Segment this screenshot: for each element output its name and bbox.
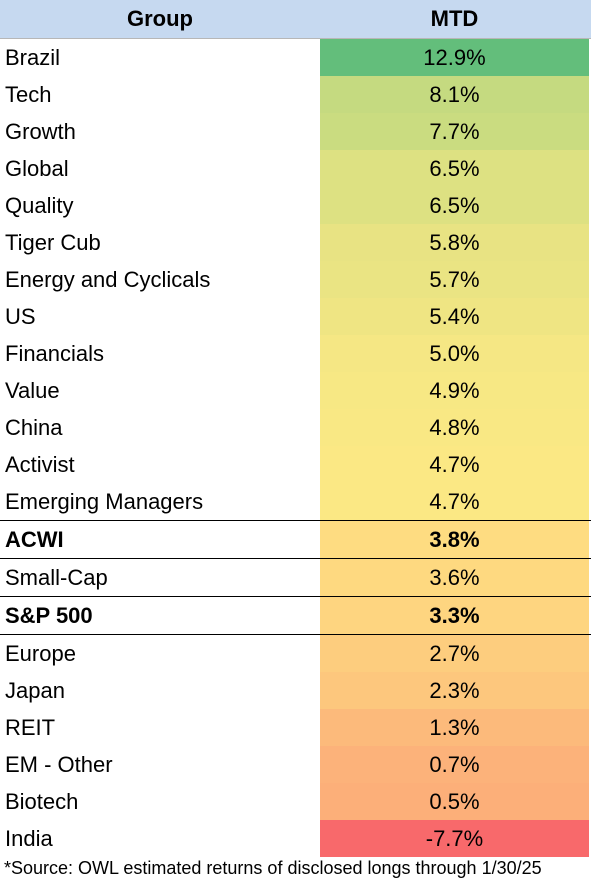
group-cell: Tech <box>5 81 52 107</box>
mtd-cell: 6.5% <box>320 150 589 187</box>
group-cell: Biotech <box>5 788 79 814</box>
group-cell: Quality <box>5 192 74 218</box>
group-cell: Energy and Cyclicals <box>5 266 211 292</box>
mtd-cell: 4.7% <box>320 483 589 520</box>
group-column-header: Group <box>127 6 193 31</box>
mtd-cell: 2.3% <box>320 672 589 709</box>
table-row: Activist 4.7% <box>0 446 591 483</box>
mtd-cell: 5.7% <box>320 261 589 298</box>
mtd-cell: 3.3% <box>320 597 589 634</box>
table-row: ACWI 3.8% <box>0 520 591 559</box>
table-row: Europe 2.7% <box>0 635 591 672</box>
table-row: S&P 500 3.3% <box>0 596 591 635</box>
mtd-cell: 2.7% <box>320 635 589 672</box>
group-cell: Japan <box>5 677 65 703</box>
group-cell: Emerging Managers <box>5 488 204 514</box>
table-row: China 4.8% <box>0 409 591 446</box>
group-cell: Value <box>5 377 60 403</box>
group-cell: China <box>5 414 63 440</box>
mtd-cell: 5.8% <box>320 224 589 261</box>
group-cell: Activist <box>5 451 75 477</box>
group-cell: Financials <box>5 340 105 366</box>
table-row: Growth 7.7% <box>0 113 591 150</box>
group-cell: Global <box>5 155 69 181</box>
table-row: Value 4.9% <box>0 372 591 409</box>
table-row: Biotech 0.5% <box>0 783 591 820</box>
group-cell: Small-Cap <box>5 564 108 590</box>
group-cell: Brazil <box>5 44 61 70</box>
table-row: Tiger Cub 5.8% <box>0 224 591 261</box>
group-cell: India <box>5 825 53 851</box>
table-row: Tech 8.1% <box>0 76 591 113</box>
group-cell: Growth <box>5 118 76 144</box>
table-row: REIT 1.3% <box>0 709 591 746</box>
mtd-cell: 8.1% <box>320 76 589 113</box>
source-footnote: *Source: OWL estimated returns of disclo… <box>4 858 542 878</box>
mtd-cell: 7.7% <box>320 113 589 150</box>
table-row: Small-Cap 3.6% <box>0 559 591 596</box>
table-row: Brazil 12.9% <box>0 39 591 76</box>
mtd-cell: 1.3% <box>320 709 589 746</box>
group-cell: Europe <box>5 640 76 666</box>
group-cell: ACWI <box>5 526 64 552</box>
returns-table: Group MTD Brazil 12.9% Tech 8.1% Growth 7.7% G… <box>0 0 591 857</box>
mtd-cell: 3.6% <box>320 559 589 596</box>
mtd-column-header: MTD <box>430 6 479 31</box>
table-row: Quality 6.5% <box>0 187 591 224</box>
mtd-cell: 4.9% <box>320 372 589 409</box>
group-cell: S&P 500 <box>5 602 93 628</box>
mtd-cell: 5.0% <box>320 335 589 372</box>
table-row: Financials 5.0% <box>0 335 591 372</box>
mtd-cell: -7.7% <box>320 820 589 857</box>
table-row: US 5.4% <box>0 298 591 335</box>
group-cell: US <box>5 303 36 329</box>
mtd-cell: 4.7% <box>320 446 589 483</box>
table-row: Emerging Managers 4.7% <box>0 483 591 520</box>
table-row: EM - Other 0.7% <box>0 746 591 783</box>
table-row: Energy and Cyclicals 5.7% <box>0 261 591 298</box>
mtd-cell: 0.7% <box>320 746 589 783</box>
table-body: Brazil 12.9% Tech 8.1% Growth 7.7% Global 6.5% Q… <box>0 39 591 857</box>
table-row: Japan 2.3% <box>0 672 591 709</box>
group-cell: Tiger Cub <box>5 229 101 255</box>
mtd-cell: 4.8% <box>320 409 589 446</box>
table-header-row: Group MTD <box>0 0 591 39</box>
group-cell: EM - Other <box>5 751 113 777</box>
table-row: Global 6.5% <box>0 150 591 187</box>
table-row: India -7.7% <box>0 820 591 857</box>
mtd-cell: 3.8% <box>320 521 589 558</box>
group-cell: REIT <box>5 714 56 740</box>
mtd-cell: 5.4% <box>320 298 589 335</box>
mtd-cell: 12.9% <box>320 39 589 76</box>
mtd-cell: 6.5% <box>320 187 589 224</box>
mtd-cell: 0.5% <box>320 783 589 820</box>
